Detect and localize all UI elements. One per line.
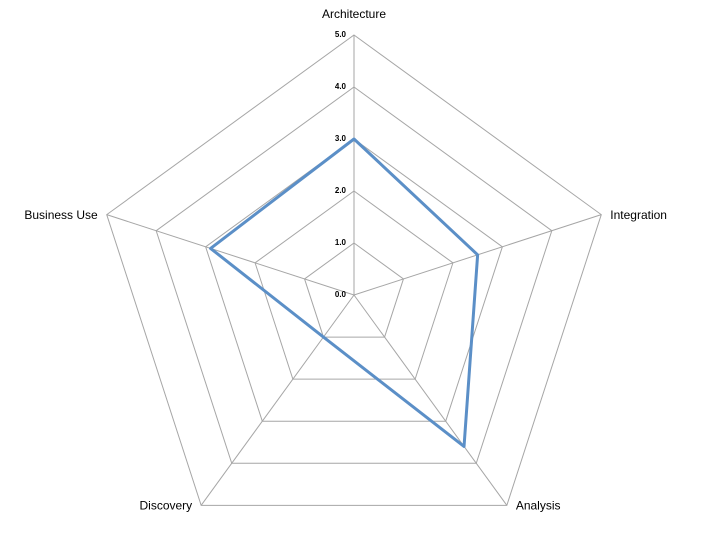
- category-label: Business Use: [24, 208, 98, 222]
- data-line: [209, 137, 480, 448]
- grid-ring: [205, 138, 503, 422]
- grid-ring: [303, 242, 405, 338]
- r-tick-label: 0.0: [335, 290, 347, 299]
- category-label: Architecture: [322, 7, 386, 21]
- spoke: [106, 214, 355, 296]
- spoke: [200, 294, 355, 506]
- grid-ring: [155, 86, 553, 464]
- r-tick-label: 4.0: [335, 82, 347, 91]
- r-tick-label: 2.0: [335, 186, 347, 195]
- category-label: Analysis: [516, 499, 561, 513]
- r-tick-label: 3.0: [335, 134, 347, 143]
- category-label: Discovery: [139, 499, 192, 513]
- spoke: [353, 294, 508, 506]
- grid-ring: [254, 190, 454, 380]
- r-tick-label: 5.0: [335, 30, 347, 39]
- category-label: Integration: [610, 208, 667, 222]
- grid-ring: [106, 34, 602, 506]
- r-tick-label: 1.0: [335, 238, 347, 247]
